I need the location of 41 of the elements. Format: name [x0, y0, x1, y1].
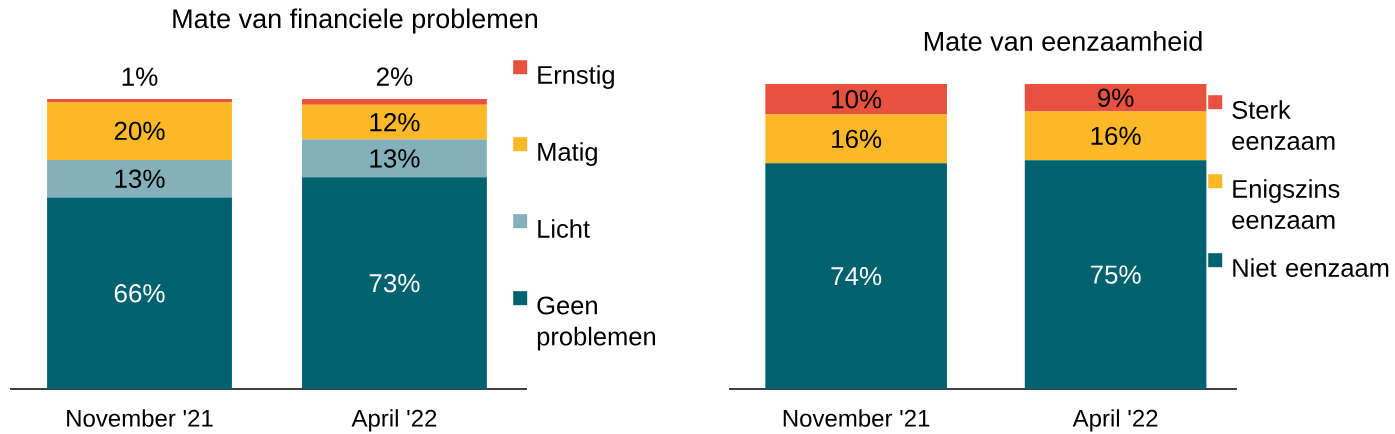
- data-label: 75%: [1090, 265, 1141, 284]
- bar: [765, 163, 947, 389]
- bar: [765, 114, 947, 164]
- x-tick-label: April '22: [1072, 409, 1158, 432]
- data-label: 12%: [370, 113, 420, 132]
- legend-label: Matig: [538, 142, 597, 166]
- data-label: 20%: [114, 121, 165, 141]
- bar: [47, 101, 232, 160]
- chart-title: Mate van financiele problemen: [173, 8, 538, 34]
- legend-label: Sterk eenzaam: [1232, 100, 1335, 150]
- bar: [1024, 160, 1207, 389]
- bar: [47, 159, 232, 198]
- bar: [302, 99, 487, 105]
- data-label: 16%: [1091, 126, 1141, 146]
- data-label: 10%: [832, 90, 882, 109]
- legend-label: Ernstig: [538, 65, 614, 89]
- data-label: 74%: [831, 267, 882, 286]
- legend-label: Geen problemen: [537, 296, 656, 351]
- bar: [302, 177, 487, 389]
- legend-label: Niet eenzaam: [1233, 258, 1389, 277]
- data-label: 13%: [115, 169, 165, 188]
- x-tick-label: April '22: [351, 409, 437, 432]
- data-label: 16%: [832, 129, 882, 149]
- data-label: 1%: [122, 67, 158, 86]
- chart-title: Mate van eenzaamheid: [924, 31, 1202, 51]
- data-label: 66%: [114, 284, 165, 303]
- data-label: 2%: [376, 67, 413, 86]
- bar: [47, 99, 232, 102]
- bar: [1024, 84, 1207, 112]
- data-label: 73%: [369, 273, 420, 293]
- bar: [302, 139, 487, 178]
- bar: [302, 104, 487, 140]
- legend-label: Enigszins eenzaam: [1232, 179, 1340, 229]
- legend-label: Licht: [538, 219, 590, 238]
- data-label: 13%: [370, 149, 420, 168]
- data-label: 9%: [1098, 88, 1134, 107]
- x-tick-label: November '21: [67, 409, 213, 427]
- bar: [47, 197, 232, 389]
- bar: [1024, 111, 1207, 161]
- bar: [765, 84, 947, 115]
- x-tick-label: November '21: [783, 409, 930, 427]
